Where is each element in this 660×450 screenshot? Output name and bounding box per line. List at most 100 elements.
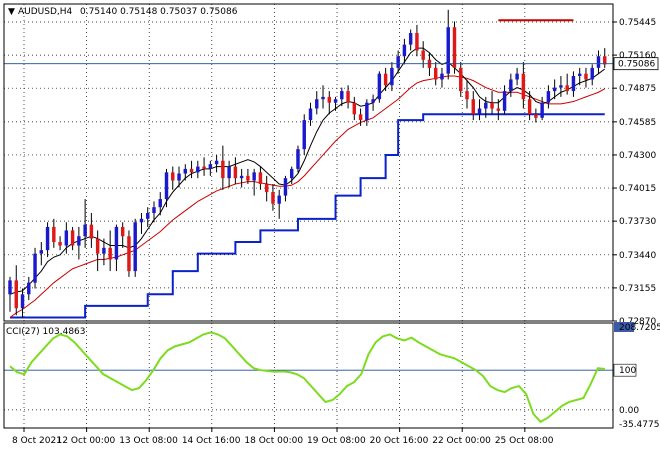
candle: [452, 21, 457, 74]
candle: [95, 230, 100, 272]
candle: [308, 102, 313, 126]
candle-body: [158, 199, 162, 208]
candle: [102, 238, 106, 266]
candle: [433, 62, 438, 86]
candle-body: [89, 224, 94, 239]
cci-label: CCI(27) 103.4863: [6, 327, 86, 337]
candle-body: [102, 247, 106, 254]
candle-body: [408, 33, 413, 45]
cci-panel: [4, 331, 613, 424]
candle-body: [214, 160, 219, 165]
candle: [70, 226, 75, 251]
candle-body: [365, 102, 369, 121]
candle-body: [39, 250, 44, 254]
candle-body: [546, 91, 551, 103]
candle-body: [490, 102, 494, 109]
candle: [33, 247, 37, 289]
candle: [371, 94, 375, 111]
candle: [27, 276, 31, 301]
candle: [208, 160, 213, 176]
current-price-label: 0.75086: [618, 60, 655, 70]
candle-body: [390, 67, 394, 86]
header-dropdown-icon[interactable]: ▼: [8, 7, 15, 17]
candle: [402, 38, 407, 65]
candle-body: [283, 178, 288, 196]
time-tick-label: 14 Oct 16:00: [182, 436, 241, 446]
candle: [509, 73, 513, 97]
candle-body: [58, 242, 62, 246]
candle-body: [527, 99, 532, 115]
price-panel: [4, 9, 613, 319]
candle-body: [146, 213, 150, 219]
candle-body: [459, 67, 463, 92]
candle-body: [377, 73, 382, 100]
candle: [521, 62, 526, 109]
current-price-box: [613, 57, 659, 71]
price-tick-label: 0.73730: [619, 217, 656, 227]
candle: [396, 50, 400, 74]
candle-body: [108, 247, 112, 260]
cci-tick-label: 0.00: [619, 406, 639, 416]
candle-body: [239, 175, 244, 179]
candle: [440, 67, 444, 88]
candle-body: [83, 224, 87, 237]
candle: [302, 114, 306, 155]
candle-body: [559, 85, 563, 88]
candle: [271, 183, 275, 211]
cci-tick-label: 208.7205: [619, 323, 660, 333]
symbol-label: AUDUSD,H4: [18, 7, 73, 17]
candle: [45, 222, 50, 258]
candle: [239, 168, 244, 188]
candle: [596, 50, 601, 74]
candle-body: [171, 172, 175, 181]
candle: [340, 87, 344, 107]
price-tick-label: 0.75445: [619, 18, 656, 28]
candle: [415, 24, 419, 57]
candle: [120, 222, 125, 248]
cci-tick-label: 100: [619, 366, 636, 376]
cci-value-box: [614, 322, 634, 332]
candle: [559, 75, 563, 97]
candle-body: [233, 166, 238, 179]
candle: [83, 199, 87, 248]
candle-body: [302, 120, 306, 150]
candle: [289, 166, 294, 184]
time-tick-label: 22 Oct 00:00: [432, 436, 491, 446]
cci-level-box: [613, 363, 637, 377]
candle: [277, 189, 281, 219]
candle-body: [446, 27, 450, 74]
candle-body: [396, 56, 400, 68]
candle: [540, 96, 544, 121]
candle-body: [433, 67, 438, 80]
candle: [534, 108, 538, 123]
time-tick-label: 8 Oct 2021: [12, 436, 62, 446]
candle: [183, 164, 188, 181]
cci-tick-label: -35.4775: [619, 420, 659, 430]
price-tick-label: 0.75160: [619, 51, 656, 61]
candle-body: [496, 108, 501, 111]
candle: [546, 85, 551, 109]
candle: [584, 67, 588, 88]
candle-body: [371, 99, 375, 103]
candle: [383, 67, 388, 92]
candle: [477, 99, 482, 121]
candle-body: [177, 173, 181, 181]
candle: [527, 91, 532, 121]
candle-body: [383, 73, 388, 86]
candle-body: [114, 226, 119, 260]
candle-body: [183, 168, 188, 174]
candle: [264, 175, 269, 202]
candle: [189, 160, 194, 179]
candle-body: [327, 96, 332, 103]
candle-body: [596, 56, 601, 68]
candle-body: [477, 108, 482, 115]
candle-body: [315, 99, 319, 109]
candle: [327, 91, 332, 115]
price-tick-label: 0.73440: [619, 251, 656, 261]
candle: [333, 96, 338, 111]
candle-body: [95, 238, 100, 254]
cci-line: [9, 331, 606, 424]
candle-body: [440, 73, 444, 80]
candle: [283, 175, 288, 202]
